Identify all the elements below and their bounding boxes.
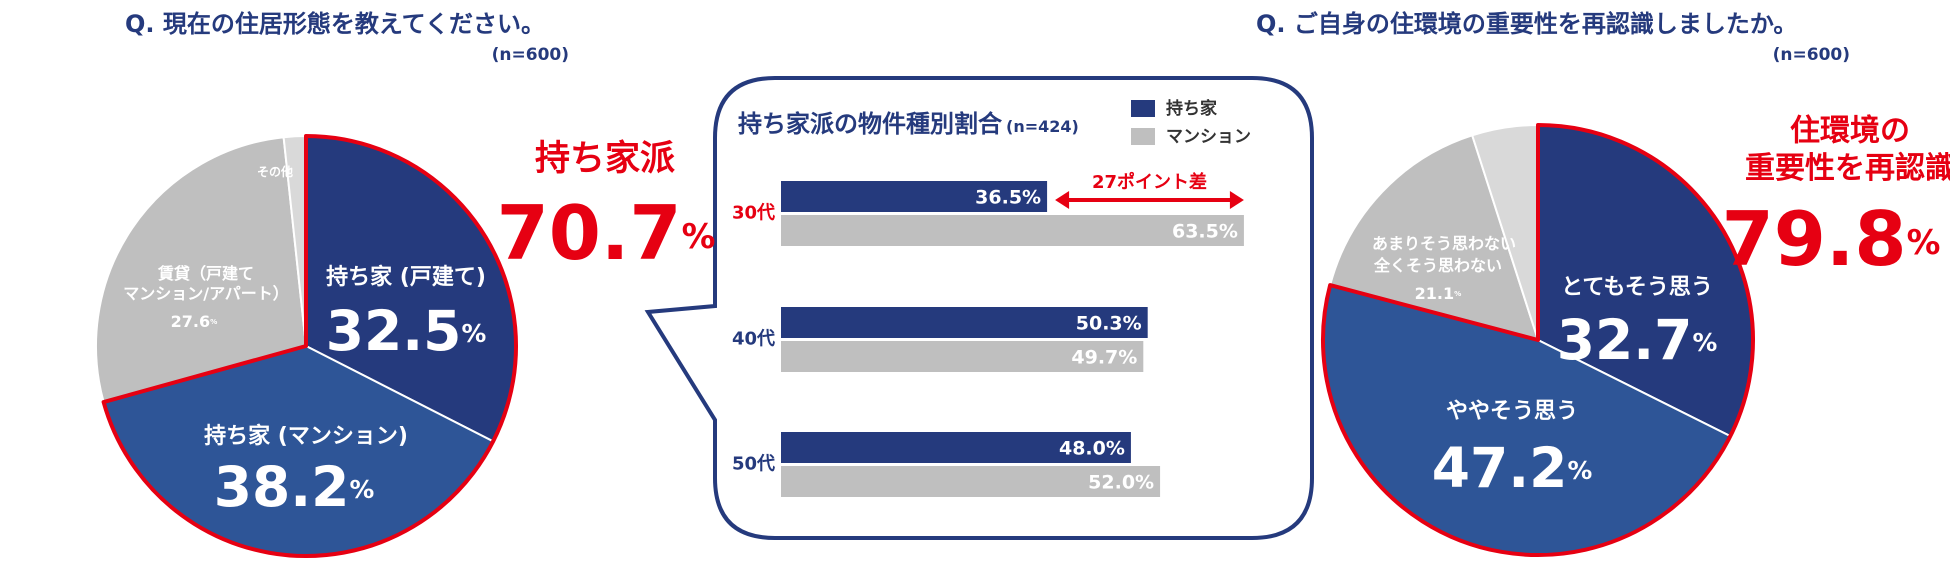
annotation: 79.8% [1722,195,1941,283]
slice-label: 全くそう思わない [1373,256,1502,275]
slice-label: とてもそう思う [1561,275,1713,300]
bar [781,181,1048,212]
bar-value-label: 36.5% [975,186,1041,208]
category-label: 30代 [732,203,775,224]
annotation: 持ち家派 [535,139,675,179]
highlight-outline [101,134,518,558]
bar [781,432,1131,463]
slice-label: ややそう思う [1446,399,1578,424]
category-label: 40代 [732,329,775,350]
slice-label: 賃貸（戸建てマンション/アパート） [123,264,289,303]
bar-value-label: 50.3% [1076,312,1142,334]
bar [781,341,1144,372]
chart-subtitle: (n=424) [1006,117,1079,136]
slice-label: 持ち家 (マンション) [204,423,408,449]
slice-value-label: 32.7% [1557,308,1718,372]
slice-label: あまりそう思わない [1372,234,1516,253]
legend-swatch [1131,100,1155,117]
slice-value-label: 47.2% [1432,436,1593,500]
legend-label: マンション [1166,127,1251,147]
slice-label: 持ち家 (戸建て) [326,264,486,290]
bar-value-label: 52.0% [1088,471,1154,493]
arrow-head [1229,191,1244,209]
bar-value-label: 63.5% [1172,220,1238,242]
bar [781,215,1244,246]
pie-slice [1328,134,1540,342]
slice-label: その他 [257,164,293,179]
slice-value-label: 27.6% [171,312,218,331]
chart-title: 持ち家派の物件種別割合 [738,110,1003,138]
highlight-outline [1321,123,1755,557]
slice-value-label: 32.5% [326,299,487,363]
annotation: 70.7% [497,189,716,277]
chart-subtitle: (n=600) [1773,45,1850,65]
legend-swatch [1131,128,1155,145]
pie-slice [95,136,308,404]
bar-value-label: 48.0% [1059,437,1125,459]
annotation: 住環境の重要性を再認識 [1745,113,1950,186]
legend-label: 持ち家 [1166,98,1217,119]
bar [781,307,1148,338]
bar-value-label: 49.7% [1071,346,1137,368]
slice-value-label: 38.2% [214,455,375,519]
difference-label: 27ポイント差 [1092,171,1207,193]
chart-title: Q. 現在の住居形態を教えてください。 [125,10,545,38]
chart-subtitle: (n=600) [492,45,569,65]
annotation: 21.1% [1415,284,1462,303]
arrow-head [1055,191,1070,209]
bar [781,466,1161,497]
chart-title: Q. ご自身の住環境の重要性を再認識しましたか。 [1256,10,1797,38]
category-label: 50代 [732,454,775,475]
